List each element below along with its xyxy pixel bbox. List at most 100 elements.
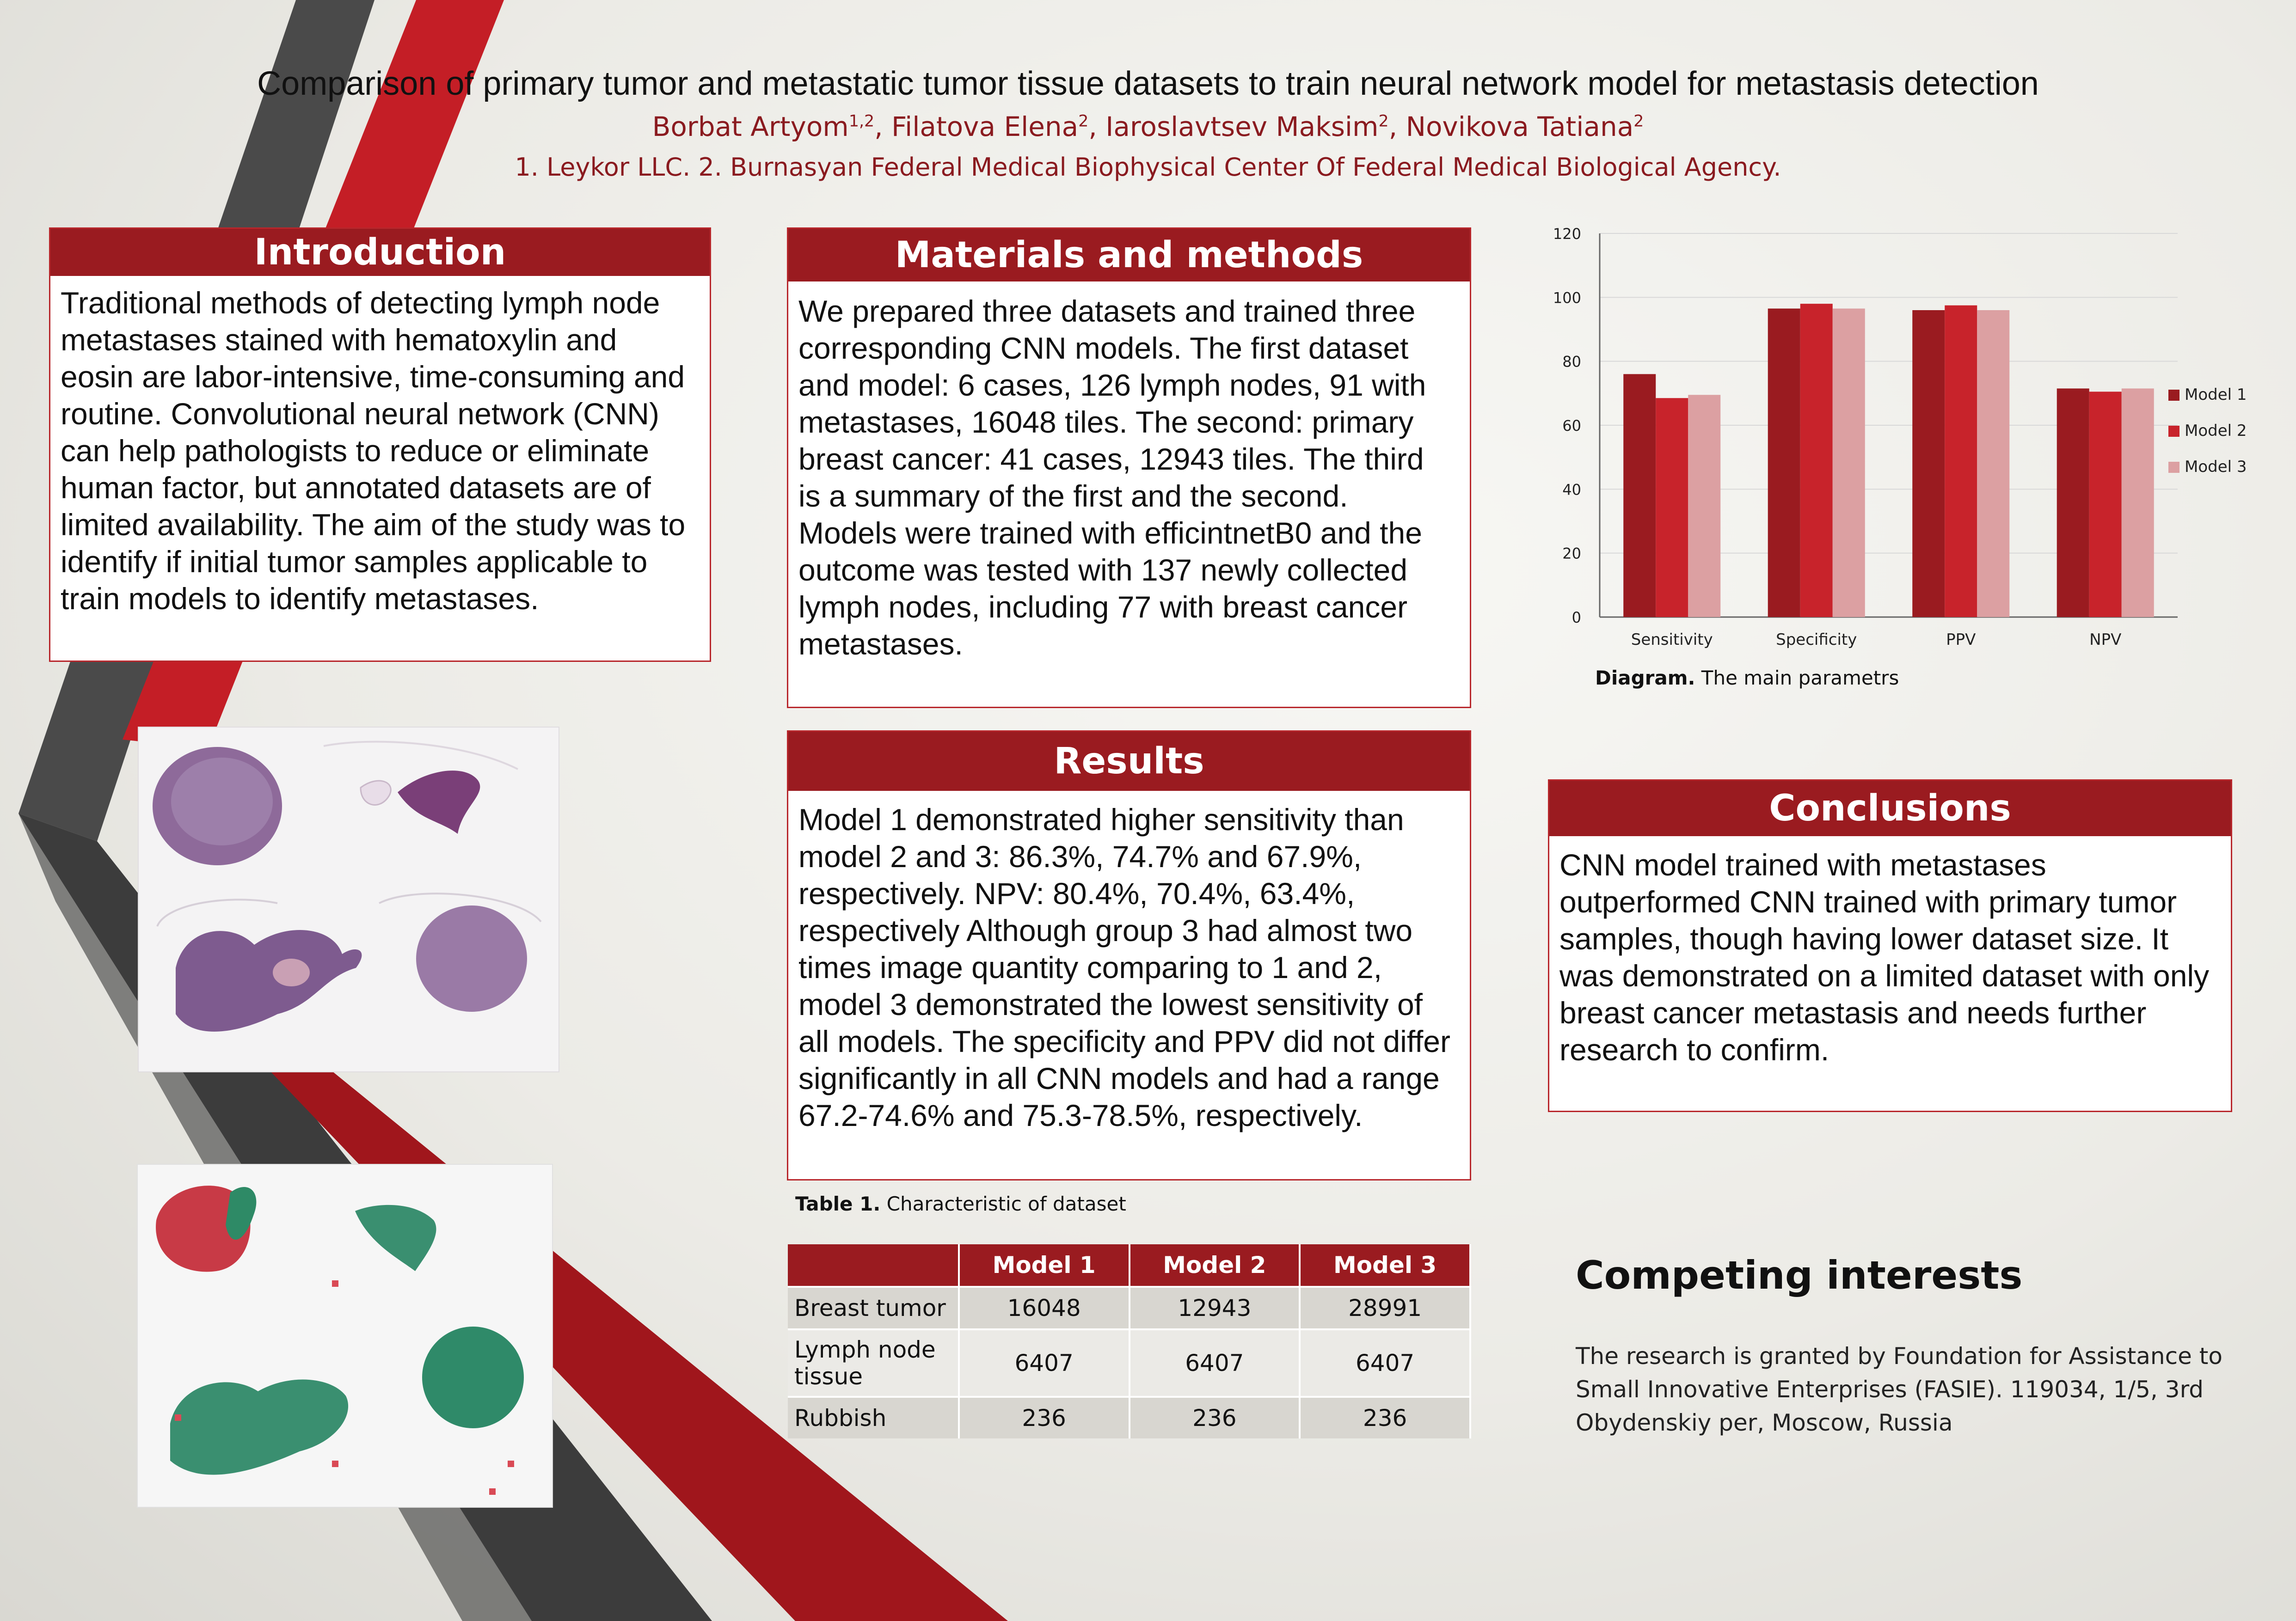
- chart-legend: Model 1 Model 2 Model 3: [2168, 385, 2247, 476]
- legend-swatch: [2168, 462, 2179, 473]
- segmentation-image: [137, 1164, 553, 1508]
- legend-label: Model 3: [2185, 458, 2247, 476]
- text-line: outcome was tested with 137 newly collec…: [798, 553, 1408, 587]
- tissue-section: [273, 959, 310, 986]
- text-line: 67.2-74.6% and 75.3-78.5%, respectively.: [798, 1098, 1363, 1132]
- histology-image-he: [138, 727, 559, 1072]
- text-line: metastases stained with hematoxylin and: [61, 323, 617, 357]
- results-text: Model 1 demonstrated higher sensitivity …: [798, 801, 1450, 1134]
- bar: [1800, 304, 1833, 617]
- text-line: The research is granted by Foundation fo…: [1576, 1343, 2222, 1370]
- text-line: lymph nodes, including 77 with breast ca…: [798, 590, 1408, 624]
- metastasis-spot: [489, 1488, 496, 1495]
- conclusions-box: Conclusions CNN model trained with metas…: [1548, 779, 2232, 1112]
- tissue-outline: [156, 899, 278, 927]
- tissue-section: [171, 758, 273, 845]
- text-line: breast cancer metastasis and needs furth…: [1559, 996, 2147, 1030]
- text-line: significantly in all CNN models and had …: [798, 1061, 1440, 1095]
- tissue-section: [176, 930, 362, 1032]
- bar: [2057, 388, 2089, 617]
- row-label: Rubbish: [788, 1396, 960, 1438]
- text-line: breast cancer: 41 cases, 12943 tiles. Th…: [798, 442, 1424, 476]
- author: Iaroslavtsev Maksim2: [1105, 111, 1389, 142]
- x-tick-label: Specificity: [1776, 630, 1857, 649]
- table-cell: 236: [1129, 1396, 1301, 1438]
- chart-y-tick-labels: 0 20 40 60 80 100 120: [1553, 225, 1581, 626]
- row-label: Breast tumor: [788, 1286, 960, 1329]
- bar: [1912, 310, 1945, 617]
- bar: [1768, 308, 1800, 617]
- results-box: Results Model 1 demonstrated higher sens…: [787, 730, 1471, 1181]
- introduction-box: Introduction Traditional methods of dete…: [49, 227, 711, 662]
- x-tick-label: PPV: [1946, 630, 1976, 649]
- text-line: Traditional methods of detecting lymph n…: [61, 286, 660, 320]
- conclusions-heading: Conclusions: [1549, 781, 2231, 836]
- metastasis-region: [156, 1186, 251, 1272]
- y-tick-label: 120: [1553, 225, 1581, 243]
- normal-tissue-region: [355, 1205, 436, 1271]
- text-line: Models were trained with efficintnetB0 a…: [798, 516, 1422, 550]
- tissue-outline: [379, 893, 542, 923]
- text-line: identify if initial tumor samples applic…: [61, 544, 648, 579]
- table-header-cell: Model 3: [1300, 1244, 1471, 1287]
- metastasis-spot: [332, 1280, 338, 1287]
- author-list: Borbat Artyom1,2, Filatova Elena2, Iaros…: [652, 111, 1644, 142]
- text-line: respectively. NPV: 80.4%, 70.4%, 63.4%,: [798, 876, 1355, 911]
- text-line: can help pathologists to reduce or elimi…: [61, 434, 650, 468]
- table-header-cell: [788, 1244, 960, 1287]
- bar: [2121, 388, 2154, 617]
- bar-chart: 0 20 40 60 80 100 120 Sensitivity Specificity PP…: [1553, 225, 2247, 649]
- y-tick-label: 40: [1562, 481, 1581, 498]
- text-line: is a summary of the first and the second…: [798, 479, 1348, 513]
- text-line: metastases.: [798, 627, 963, 661]
- table-cell: 6407: [958, 1328, 1130, 1397]
- tissue-section: [398, 771, 480, 834]
- metastasis-spot: [332, 1461, 338, 1467]
- methods-box: Materials and methods We prepared three …: [787, 227, 1471, 708]
- text-line: human factor, but annotated datasets are…: [61, 471, 651, 505]
- text-line: outperformed CNN trained with primary tu…: [1559, 885, 2177, 919]
- caption-label: Table 1.: [795, 1193, 881, 1215]
- text-line: Small Innovative Enterprises (FASIE). 11…: [1576, 1376, 2204, 1403]
- diagram-caption: Diagram. The main parametrs: [1595, 667, 1899, 689]
- legend-swatch: [2168, 426, 2179, 437]
- tissue-section: [360, 780, 392, 806]
- author: Borbat Artyom1,2: [652, 111, 875, 142]
- text-line: train models to identify metastases.: [61, 581, 539, 616]
- text-line: Obydenskiy per, Moscow, Russia: [1576, 1409, 1953, 1436]
- introduction-heading: Introduction: [50, 229, 710, 276]
- bar: [2089, 391, 2122, 617]
- chart-x-tick-labels: Sensitivity Specificity PPV NPV: [1631, 630, 2122, 649]
- text-line: times image quantity comparing to 1 and …: [798, 950, 1382, 985]
- bar: [1688, 395, 1721, 617]
- y-tick-label: 0: [1572, 609, 1581, 626]
- caption-text: Characteristic of dataset: [880, 1193, 1126, 1215]
- text-line: routine. Convolutional neural network (C…: [61, 397, 659, 431]
- text-line: was demonstrated on a limited dataset wi…: [1559, 959, 2210, 993]
- legend-swatch: [2168, 390, 2179, 401]
- table-header-row: Model 1 Model 2 Model 3: [788, 1244, 1471, 1287]
- text-line: Model 1 demonstrated higher sensitivity …: [798, 802, 1404, 837]
- x-tick-label: Sensitivity: [1631, 630, 1713, 649]
- author: Filatova Elena2: [891, 111, 1089, 142]
- text-line: CNN model trained with metastases: [1559, 848, 2046, 882]
- table-header-cell: Model 1: [958, 1244, 1130, 1287]
- methods-text: We prepared three datasets and trained t…: [798, 293, 1426, 662]
- legend-label: Model 1: [2185, 385, 2247, 404]
- bar: [1977, 310, 2010, 617]
- affiliations: 1. Leykor LLC. 2. Burnasyan Federal Medi…: [515, 153, 1781, 182]
- y-tick-label: 100: [1553, 289, 1581, 306]
- text-line: metastases, 16048 tiles. The second: pri…: [798, 405, 1414, 439]
- author: Novikova Tatiana2: [1406, 111, 1644, 142]
- tissue-outline: [323, 740, 518, 770]
- table-caption: Table 1. Characteristic of dataset: [795, 1193, 1126, 1215]
- text-line: and model: 6 cases, 126 lymph nodes, 91 …: [798, 368, 1426, 402]
- table-cell: 236: [1300, 1396, 1471, 1438]
- bar: [1945, 305, 1977, 617]
- table-row: Rubbish 236 236 236: [788, 1396, 1471, 1438]
- metastasis-spot: [175, 1414, 181, 1421]
- results-heading: Results: [788, 732, 1470, 791]
- normal-tissue-region: [226, 1187, 257, 1240]
- conclusions-text: CNN model trained with metastases outper…: [1559, 846, 2209, 1068]
- bar: [1832, 308, 1865, 617]
